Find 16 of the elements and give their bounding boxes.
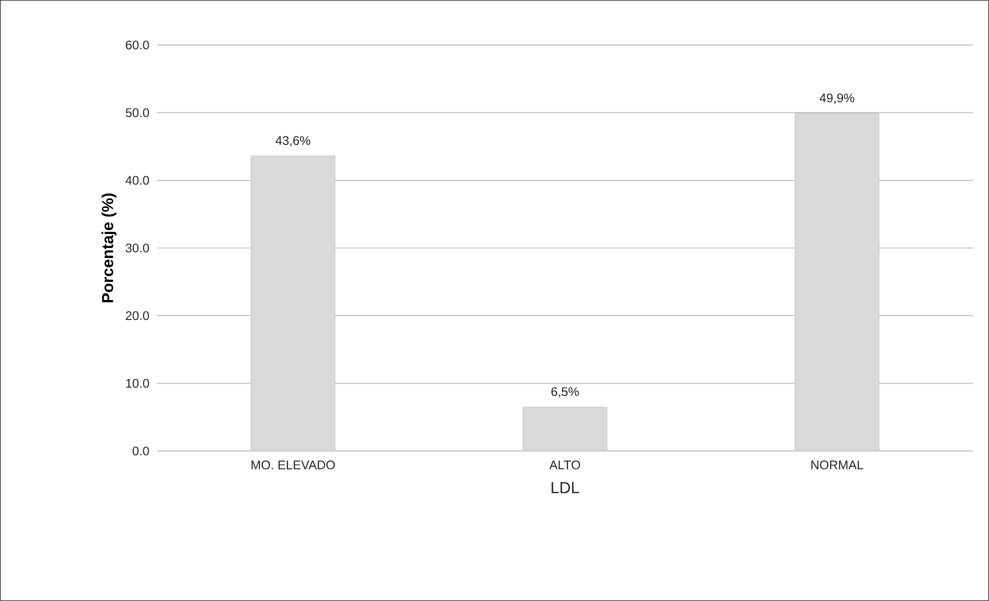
y-tick-label: 60.0 [126, 40, 149, 50]
y-tick-label: 50.0 [126, 108, 149, 118]
y-tick-label: 40.0 [126, 176, 149, 185]
bar [522, 406, 608, 452]
y-tick-label: 20.0 [126, 311, 149, 320]
x-axis-title: LDL [552, 482, 580, 494]
x-tick-label: MO. ELEVADO [252, 460, 335, 470]
data-label: 43,6% [276, 136, 310, 146]
x-tick-label: ALTO [549, 460, 580, 470]
y-tick-label: 30.0 [126, 244, 149, 252]
data-label: 6,5% [551, 387, 579, 398]
y-tick-label: 0.0 [132, 446, 149, 456]
y-axis-title: Porcentaje (%) [102, 193, 116, 302]
y-tick-label: 10.0 [126, 378, 149, 388]
x-tick-label: NORMAL [811, 460, 864, 470]
data-label: 49,9% [820, 94, 854, 104]
